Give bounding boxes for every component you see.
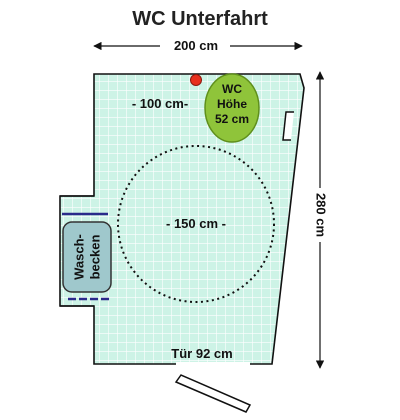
sink	[62, 221, 112, 293]
depth-label-bg	[311, 188, 329, 242]
width-dimension-label: 200 cm	[174, 38, 218, 53]
wc-toilet	[204, 73, 260, 143]
wc-label-line1: WC	[222, 82, 242, 96]
plan-title: WC Unterfahrt	[132, 8, 268, 30]
sink-label-line2: becken	[87, 235, 102, 280]
sink-label-line1: Wasch-	[71, 234, 86, 280]
wc-label-line3: 52 cm	[215, 112, 249, 126]
alarm-button-icon[interactable]	[190, 74, 202, 86]
width-label-bg	[160, 36, 230, 54]
turning-circle-label: - 150 cm -	[166, 216, 226, 231]
depth-dimension-label: 280 cm	[314, 193, 329, 237]
door-leaf[interactable]	[174, 374, 252, 413]
turning-circle	[117, 145, 275, 303]
wc-label-line2: Höhe	[217, 97, 247, 111]
wc-clearance-label: - 100 cm-	[132, 96, 188, 111]
right-wall-recess	[282, 111, 294, 141]
door-width-label: Tür 92 cm	[171, 346, 232, 361]
